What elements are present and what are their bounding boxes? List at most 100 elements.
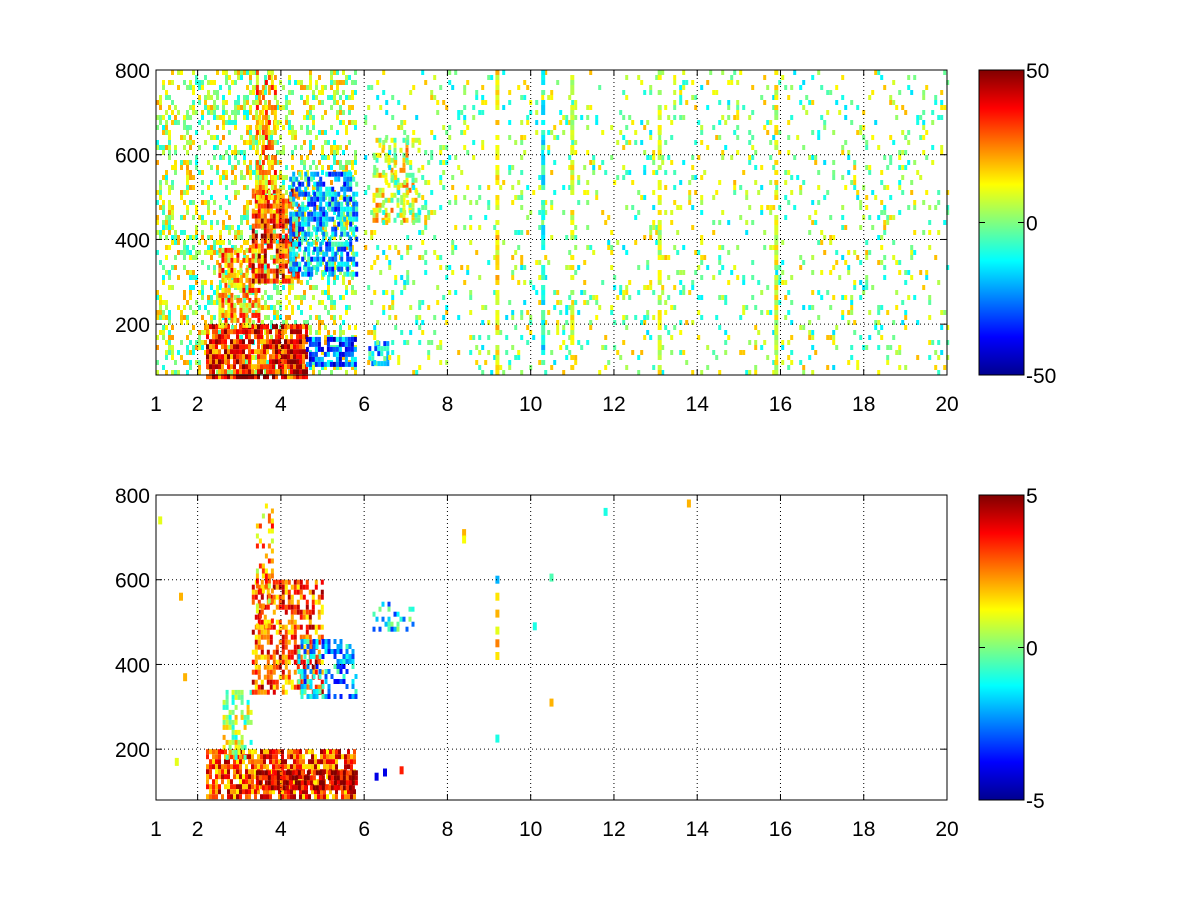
top-heatmap-cell [192, 345, 195, 350]
top-heatmap-cell [270, 335, 273, 340]
top-heatmap-cell [871, 285, 875, 290]
top-heatmap-cell [445, 360, 449, 365]
top-stripe-cell [657, 275, 662, 280]
top-heatmap-cell [263, 344, 266, 350]
top-heatmap-cell [273, 170, 277, 175]
top-heatmap-cell [649, 130, 653, 135]
top-heatmap-cell [778, 130, 782, 135]
top-heatmap-cell [251, 228, 255, 234]
top-heatmap-cell [240, 235, 243, 240]
top-heatmap-cell [922, 135, 926, 140]
top-heatmap-cell [312, 360, 315, 365]
top-heatmap-cell [219, 285, 222, 290]
top-heatmap-cell [233, 359, 236, 365]
top-heatmap-cell [778, 280, 782, 285]
top-heatmap-cell [245, 317, 249, 323]
top-heatmap-cell [314, 336, 318, 342]
top-heatmap-cell [589, 320, 593, 325]
top-heatmap-cell [334, 231, 338, 237]
bottom-heatmap-cell [248, 759, 251, 765]
top-heatmap-cell [823, 235, 827, 240]
top-heatmap-cell [332, 336, 336, 342]
top-heatmap-cell [270, 70, 274, 75]
top-heatmap-cell [289, 236, 293, 242]
top-heatmap-cell [589, 295, 593, 300]
bottom-heatmap-cell [323, 754, 326, 760]
top-heatmap-cell [766, 285, 770, 290]
top-heatmap-cell [195, 360, 198, 365]
top-heatmap-cell [295, 216, 299, 222]
top-heatmap-cell [661, 155, 665, 160]
top-heatmap-cell [637, 210, 641, 215]
top-heatmap-cell [342, 355, 345, 360]
top-heatmap-cell [898, 155, 902, 160]
bottom-heatmap-cell [320, 754, 323, 760]
top-heatmap-cell [679, 100, 683, 105]
top-heatmap-cell [787, 355, 791, 360]
top-heatmap-cell [517, 180, 521, 185]
top-heatmap-cell [646, 330, 650, 335]
top-heatmap-cell [622, 315, 626, 320]
top-heatmap-cell [523, 300, 527, 305]
top-heatmap-cell [679, 95, 683, 100]
top-heatmap-cell [273, 210, 276, 215]
top-heatmap-cell [336, 145, 339, 150]
top-heatmap-cell [162, 220, 165, 225]
top-heatmap-cell [682, 85, 686, 90]
top-heatmap-cell [424, 215, 428, 220]
top-heatmap-cell [469, 350, 473, 355]
top-heatmap-cell [367, 105, 371, 110]
bottom-heatmap-cell [227, 764, 230, 770]
top-heatmap-cell [296, 349, 299, 355]
top-heatmap-cell [790, 85, 794, 90]
top-heatmap-cell [264, 265, 267, 270]
top-heatmap-cell [273, 85, 277, 90]
top-heatmap-cell [255, 80, 259, 85]
top-stripe-cell [570, 320, 575, 325]
top-heatmap-cell [649, 280, 653, 285]
top-heatmap-cell [622, 90, 626, 95]
top-heatmap-cell [186, 165, 189, 170]
top-heatmap-cell [445, 160, 449, 165]
top-heatmap-cell [344, 341, 348, 347]
top-heatmap-cell [186, 320, 189, 325]
top-heatmap-cell [727, 250, 731, 255]
top-heatmap-cell [667, 295, 671, 300]
top-heatmap-cell [721, 295, 725, 300]
top-heatmap-cell [853, 165, 857, 170]
top-heatmap-cell [219, 155, 222, 160]
top-heatmap-cell [883, 275, 887, 280]
top-heatmap-cell [399, 182, 403, 188]
top-heatmap-cell [354, 290, 357, 295]
top-heatmap-cell [331, 186, 335, 192]
top-heatmap-cell [242, 364, 245, 370]
top-heatmap-cell [340, 241, 344, 247]
top-heatmap-cell [242, 349, 245, 355]
top-stripe-cell [541, 240, 546, 245]
top-heatmap-cell [218, 339, 221, 345]
top-heatmap-cell [469, 295, 473, 300]
top-heatmap-cell [206, 364, 209, 370]
top-heatmap-cell [308, 361, 312, 367]
top-heatmap-cell [341, 336, 345, 342]
top-heatmap-cell [284, 223, 288, 229]
top-heatmap-cell [306, 125, 309, 130]
top-heatmap-cell [264, 75, 267, 80]
top-heatmap-cell [294, 145, 297, 150]
top-heatmap-cell [281, 243, 285, 249]
bottom-heatmap-cell [263, 759, 266, 765]
top-heatmap-cell [772, 360, 776, 365]
top-heatmap-cell [221, 339, 224, 345]
top-heatmap-cell [270, 155, 274, 160]
top-stripe-cell [570, 220, 575, 225]
top-heatmap-cell [237, 150, 240, 155]
top-heatmap-cell [336, 100, 339, 105]
top-heatmap-cell [493, 290, 497, 295]
top-heatmap-cell [505, 335, 509, 340]
top-heatmap-cell [180, 355, 183, 360]
top-heatmap-cell [352, 251, 356, 257]
top-heatmap-cell [302, 364, 305, 370]
top-heatmap-cell [396, 202, 400, 208]
top-stripe-cell [570, 330, 575, 335]
top-heatmap-cell [254, 252, 258, 258]
